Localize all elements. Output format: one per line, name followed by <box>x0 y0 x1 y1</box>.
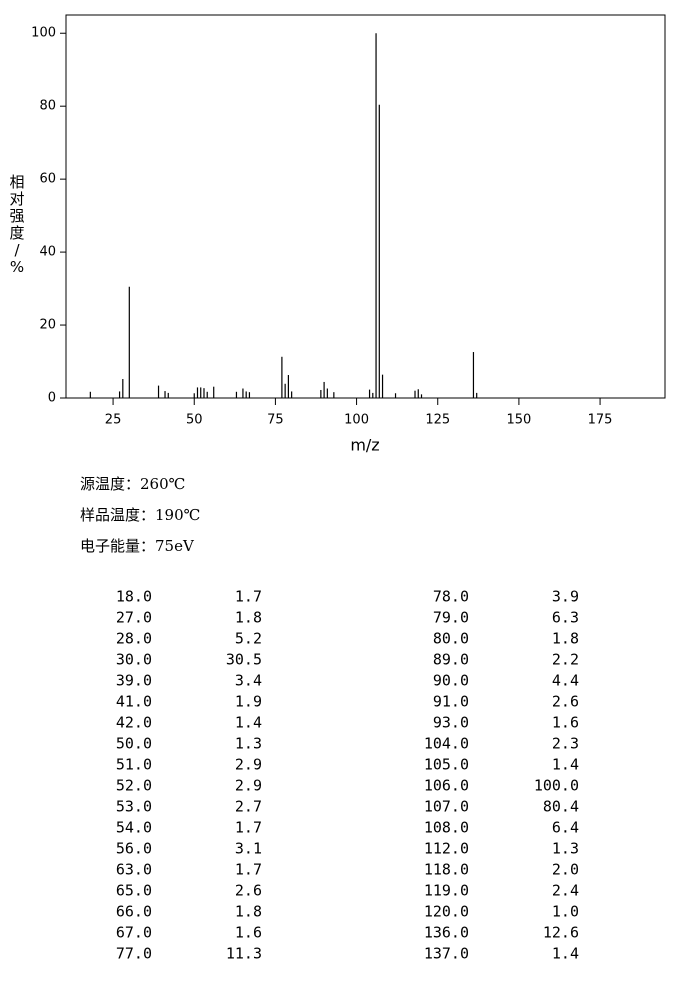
x-axis-label: m/z <box>350 436 379 455</box>
peak-intensity: 2.6 <box>552 693 579 711</box>
peak-mz: 28.0 <box>116 630 152 648</box>
peak-mz: 104.0 <box>424 735 469 753</box>
y-tick-label: 80 <box>39 99 56 114</box>
peak-mz: 18.0 <box>116 588 152 606</box>
peak-mz: 136.0 <box>424 924 469 942</box>
y-tick-label: 0 <box>48 391 56 406</box>
peak-mz: 78.0 <box>433 588 469 606</box>
peak-mz: 93.0 <box>433 714 469 732</box>
peak-intensity: 2.0 <box>552 861 579 879</box>
peak-intensity: 1.4 <box>552 756 579 774</box>
peak-intensity: 30.5 <box>226 651 262 669</box>
peak-intensity: 1.4 <box>552 945 579 963</box>
peak-intensity: 5.2 <box>235 630 262 648</box>
peak-mz: 50.0 <box>116 735 152 753</box>
peak-intensity: 2.2 <box>552 651 579 669</box>
peak-intensity: 100.0 <box>534 777 579 795</box>
peak-mz: 30.0 <box>116 651 152 669</box>
peak-mz: 137.0 <box>424 945 469 963</box>
peak-intensity: 3.1 <box>235 840 262 858</box>
peak-mz: 120.0 <box>424 903 469 921</box>
peak-intensity: 1.7 <box>235 819 262 837</box>
peak-intensity: 1.8 <box>552 630 579 648</box>
peak-mz: 41.0 <box>116 693 152 711</box>
peak-mz: 112.0 <box>424 840 469 858</box>
info-line: 电子能量：75eV <box>80 537 195 555</box>
peak-intensity: 1.7 <box>235 588 262 606</box>
peak-mz: 63.0 <box>116 861 152 879</box>
peak-mz: 105.0 <box>424 756 469 774</box>
peak-intensity: 1.9 <box>235 693 262 711</box>
peak-mz: 39.0 <box>116 672 152 690</box>
peak-intensity: 1.0 <box>552 903 579 921</box>
y-tick-label: 20 <box>39 318 56 333</box>
x-tick-label: 25 <box>105 413 122 428</box>
peak-intensity: 2.3 <box>552 735 579 753</box>
peak-intensity: 1.6 <box>235 924 262 942</box>
y-tick-label: 100 <box>31 26 56 41</box>
x-tick-label: 100 <box>344 413 369 428</box>
x-tick-label: 125 <box>425 413 450 428</box>
peak-intensity: 3.9 <box>552 588 579 606</box>
peak-intensity: 2.9 <box>235 756 262 774</box>
peak-mz: 89.0 <box>433 651 469 669</box>
peak-mz: 118.0 <box>424 861 469 879</box>
plot-frame <box>65 14 666 399</box>
peak-mz: 65.0 <box>116 882 152 900</box>
peak-mz: 67.0 <box>116 924 152 942</box>
y-tick-label: 60 <box>39 172 56 187</box>
y-axis-label: 相对强度/% <box>9 173 24 276</box>
peak-intensity: 12.6 <box>543 924 579 942</box>
peak-mz: 90.0 <box>433 672 469 690</box>
peak-intensity: 2.4 <box>552 882 579 900</box>
peak-mz: 77.0 <box>116 945 152 963</box>
peak-mz: 80.0 <box>433 630 469 648</box>
peak-intensity: 11.3 <box>226 945 262 963</box>
peak-intensity: 1.3 <box>235 735 262 753</box>
y-tick-label: 40 <box>39 245 56 260</box>
peak-intensity: 3.4 <box>235 672 262 690</box>
peak-mz: 106.0 <box>424 777 469 795</box>
peak-intensity: 1.8 <box>235 609 262 627</box>
peak-mz: 51.0 <box>116 756 152 774</box>
peak-mz: 79.0 <box>433 609 469 627</box>
peak-intensity: 1.3 <box>552 840 579 858</box>
x-tick-label: 150 <box>506 413 531 428</box>
peak-intensity: 1.6 <box>552 714 579 732</box>
peak-mz: 27.0 <box>116 609 152 627</box>
peak-mz: 108.0 <box>424 819 469 837</box>
peak-mz: 91.0 <box>433 693 469 711</box>
peak-mz: 56.0 <box>116 840 152 858</box>
peak-mz: 42.0 <box>116 714 152 732</box>
peak-mz: 66.0 <box>116 903 152 921</box>
peak-intensity: 6.3 <box>552 609 579 627</box>
peak-intensity: 1.4 <box>235 714 262 732</box>
info-line: 样品温度：190℃ <box>80 506 200 524</box>
peak-intensity: 2.9 <box>235 777 262 795</box>
peak-mz: 54.0 <box>116 819 152 837</box>
x-tick-label: 50 <box>186 413 203 428</box>
peak-mz: 52.0 <box>116 777 152 795</box>
x-tick-label: 175 <box>588 413 613 428</box>
peak-intensity: 80.4 <box>543 798 579 816</box>
peak-mz: 107.0 <box>424 798 469 816</box>
peak-intensity: 1.7 <box>235 861 262 879</box>
peak-intensity: 2.6 <box>235 882 262 900</box>
x-tick-label: 75 <box>267 413 284 428</box>
peak-mz: 53.0 <box>116 798 152 816</box>
peak-intensity: 4.4 <box>552 672 579 690</box>
peak-intensity: 2.7 <box>235 798 262 816</box>
peak-mz: 119.0 <box>424 882 469 900</box>
info-line: 源温度：260℃ <box>80 475 185 493</box>
peak-intensity: 6.4 <box>552 819 579 837</box>
peak-intensity: 1.8 <box>235 903 262 921</box>
